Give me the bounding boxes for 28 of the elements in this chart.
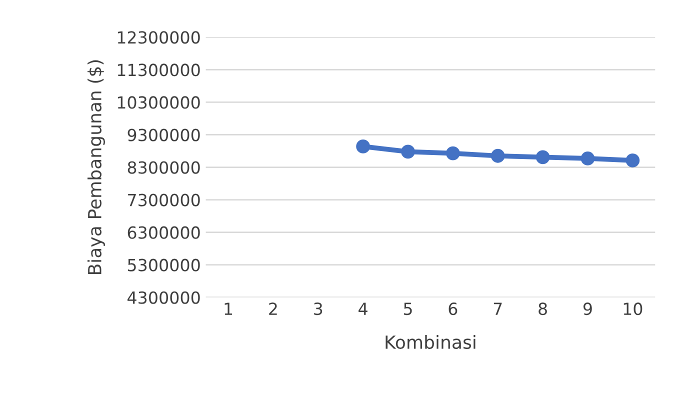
point (401, 144, 415, 159)
point (536, 150, 550, 164)
y-tick-label: 9300000 (128, 128, 200, 142)
y-tick-label: 12300000 (118, 31, 200, 44)
point (490, 148, 505, 163)
y-axis-title: Biaya Pembangunan ($) (88, 60, 105, 274)
x-tick-label: 9 (583, 302, 592, 316)
y-tick-label: 4300000 (128, 291, 200, 304)
x-tick-label: 7 (494, 302, 502, 315)
x-tick-label: 2 (269, 302, 277, 315)
x-tick-label: 8 (538, 302, 547, 316)
y-tick-label: 6300000 (128, 226, 200, 239)
y-tick-label: 7300000 (128, 194, 200, 206)
x-tick-label: 1 (224, 302, 232, 315)
x-tick-label: 6 (448, 302, 458, 316)
point (446, 146, 460, 160)
point (580, 152, 595, 166)
x-tick-label: 10 (624, 302, 642, 316)
y-tick-label: 8300000 (128, 161, 200, 174)
y-tick-label: 11300000 (118, 64, 200, 76)
point (626, 153, 640, 168)
x-tick-label: 3 (314, 302, 322, 316)
y-tick-label: 10300000 (118, 96, 200, 109)
x-axis-title: Kombinasi (386, 335, 476, 349)
point (356, 140, 370, 154)
x-tick-label: 5 (404, 302, 412, 316)
x-tick-label: 4 (358, 302, 368, 315)
y-tick-label: 5300000 (128, 258, 200, 272)
